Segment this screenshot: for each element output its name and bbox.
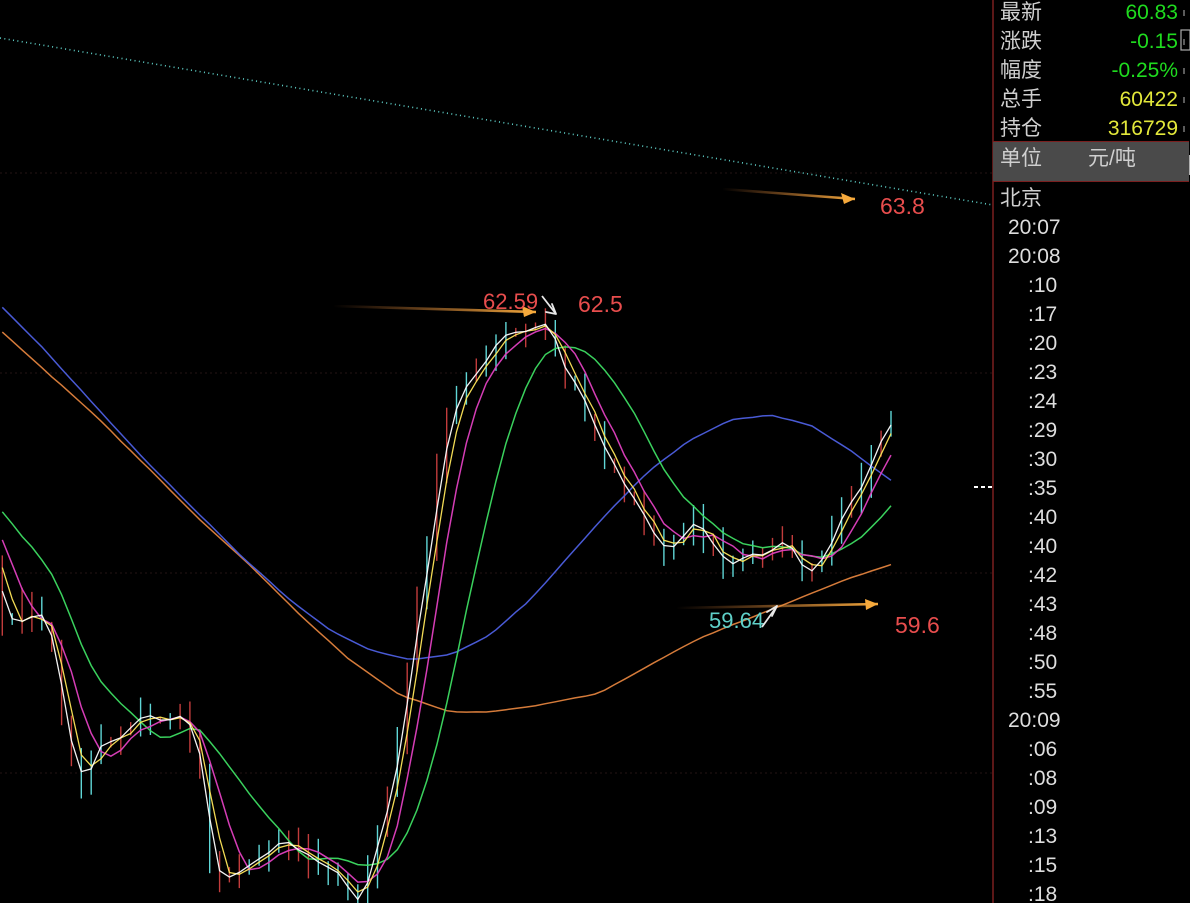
svg-text:59.6: 59.6 <box>895 612 940 638</box>
svg-text:62.5: 62.5 <box>578 291 623 317</box>
svg-text:62.59: 62.59 <box>483 289 538 314</box>
svg-text:59.64: 59.64 <box>709 608 764 633</box>
svg-text:63.8: 63.8 <box>880 193 925 219</box>
